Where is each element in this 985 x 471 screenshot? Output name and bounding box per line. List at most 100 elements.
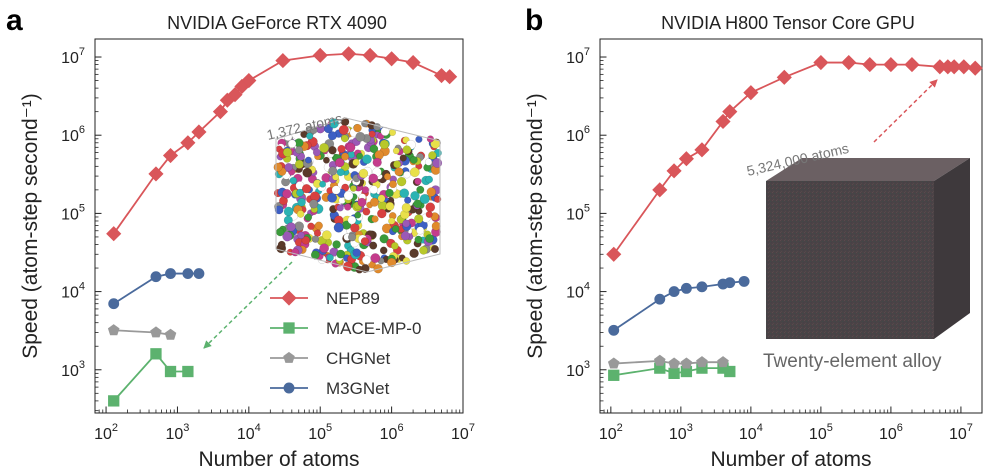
data-point-nep89 [883,57,899,73]
data-point-m3gnet [738,275,750,287]
y-tick-label: 105 [61,202,85,223]
legend-marker [283,351,295,363]
atom-sphere [333,222,344,233]
data-point-nep89 [652,182,668,198]
legend-label: MACE-MP-0 [326,319,421,338]
y-tick-label: 105 [566,202,590,223]
data-point-nep89 [162,147,179,164]
data-point-nep89 [275,53,291,69]
atom-sphere [352,248,361,257]
cube-top-face [766,158,970,181]
atom-sphere [425,210,433,218]
atom-sphere [349,184,357,192]
legend-label: M3GNet [326,379,390,398]
atom-sphere [414,214,424,224]
data-point-nep89 [227,87,243,103]
atom-sphere [369,144,379,154]
atom-sphere [297,198,306,207]
atom-sphere [377,194,386,203]
annotation-twenty-element-alloy: Twenty-element alloy [763,351,942,372]
panel-letter-b: b [525,4,543,37]
atom-sphere [401,202,412,213]
legend-marker [281,290,297,306]
atom-sphere [383,173,392,181]
arrow-to-5324000 [873,79,938,143]
atom-sphere [410,191,420,201]
plot-frame [94,38,464,414]
atom-sphere [409,155,418,164]
atom-sphere [402,219,411,228]
data-point-nep89 [606,246,622,262]
atom-sphere [396,176,407,187]
data-point-nep89 [191,124,207,140]
data-point-mace-mp-0 [164,365,177,378]
x-tick-label: 104 [739,422,763,443]
atom-sphere [354,211,362,219]
data-point-mace-mp-0 [108,395,120,407]
data-point-mace-mp-0 [724,365,736,378]
y-tick-label: 104 [61,281,85,302]
data-point-nep89 [743,85,759,101]
atom-sphere [414,235,423,244]
atom-sphere [394,167,404,177]
data-point-nep89 [813,54,829,71]
minor-ticks [95,60,461,413]
x-tick-label: 103 [669,422,693,443]
atom-sphere [332,240,341,249]
atom-sphere [358,168,369,179]
data-point-chgnet [107,324,120,336]
data-point-nep89 [241,72,257,89]
atom-sphere [415,135,423,144]
data-point-nep89 [694,142,710,158]
atom-sphere [331,185,341,195]
atom-sphere [276,227,285,237]
atom-sphere [296,188,304,197]
x-tick-label: 105 [809,422,833,443]
series-line-chgnet [113,329,171,336]
large-cube-inset: 5,324,000 atoms Twenty-element alloy [745,79,970,372]
atom-sphere [355,131,366,142]
atom-sphere [356,152,364,160]
small-cube-inset: 1,372 atoms [203,110,443,349]
atom-sphere [373,123,381,131]
atom-sphere [368,173,379,184]
atom-sphere [390,242,399,250]
atom-sphere [294,159,304,169]
atom-sphere [348,233,357,242]
atom-sphere [312,148,321,157]
atom-sphere [369,185,379,194]
atom-sphere [306,132,314,140]
atom-sphere [336,249,346,259]
data-point-chgnet [696,356,708,368]
atom-sphere [409,167,420,178]
atom-sphere [296,210,305,218]
x-tick-label: 107 [451,422,475,443]
series-nep89 [606,54,983,262]
data-point-chgnet [680,357,693,369]
data-point-nep89 [341,46,357,62]
x-tick-label: 103 [165,422,189,443]
atom-sphere [399,154,407,162]
atom-sphere [319,142,329,153]
data-point-nep89 [862,57,878,73]
atom-sphere [391,225,400,233]
atom-sphere [414,177,422,186]
atom-sphere [399,188,410,198]
y-tick-label: 107 [566,46,590,67]
data-point-m3gnet [696,281,708,293]
panel-b: b NVIDIA H800 Tensor Core GPU 5,324,000 … [524,4,983,471]
data-point-m3gnet [608,324,620,336]
atom-sphere [369,241,378,250]
data-point-nep89 [678,151,694,167]
atom-sphere [321,230,332,240]
series-line-mace-mp-0 [113,352,188,402]
atom-sphere [282,231,293,242]
atom-sphere [428,151,437,160]
series-m3gnet [108,268,205,310]
atom-sphere [340,134,349,143]
atom-sphere [326,254,334,262]
atom-sphere [402,257,411,265]
cube-outline [275,117,441,273]
atom-sphere [311,235,320,243]
atom-sphere [416,226,425,235]
